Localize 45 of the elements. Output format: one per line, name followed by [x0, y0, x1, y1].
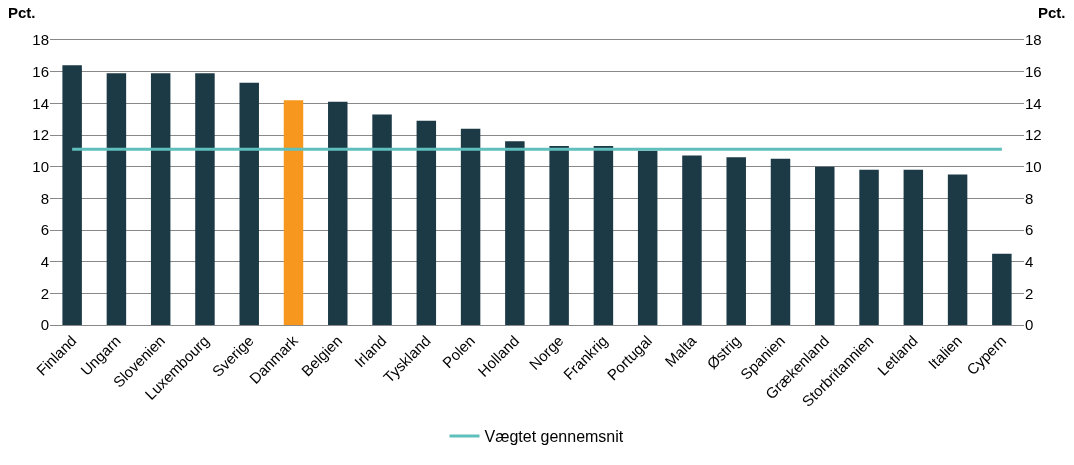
- bar: [903, 169, 924, 325]
- bar: [150, 73, 171, 325]
- y2-tick-label: 0: [1025, 316, 1034, 334]
- y-tick-label: 0: [40, 316, 49, 334]
- y2-tick-label: 6: [1025, 221, 1034, 239]
- bar: [239, 82, 259, 325]
- y-tick-label: 2: [40, 284, 49, 302]
- y-tick-label: 6: [40, 221, 49, 239]
- y-tick-label: 14: [32, 94, 49, 112]
- y2-tick-label: 12: [1025, 126, 1042, 144]
- bar: [815, 166, 835, 325]
- bar: [637, 150, 658, 325]
- y-axis-title: Pct.: [8, 4, 36, 21]
- bar: [460, 128, 481, 325]
- y2-tick-label: 4: [1025, 252, 1034, 270]
- y-tick-label: 18: [32, 31, 49, 49]
- bar: [505, 141, 525, 325]
- y2-tick-label: 18: [1025, 31, 1042, 49]
- y2-tick-label: 16: [1025, 62, 1042, 80]
- y2-tick-label: 2: [1025, 284, 1034, 302]
- y-tick-label: 4: [40, 252, 49, 270]
- y2-axis-title: Pct.: [1038, 4, 1066, 21]
- bar: [992, 253, 1012, 325]
- bar: [859, 169, 879, 325]
- bar: [416, 120, 437, 325]
- y-tick-label: 16: [32, 62, 49, 80]
- bar: [947, 174, 968, 325]
- bar: [328, 101, 348, 325]
- bar: [372, 114, 392, 325]
- bar: [726, 157, 746, 325]
- y2-tick-label: 14: [1025, 94, 1042, 112]
- bar: [549, 146, 569, 325]
- bar: [62, 65, 82, 325]
- bar: [106, 73, 127, 325]
- bar: [195, 73, 215, 325]
- y-tick-label: 10: [32, 157, 49, 175]
- bar: [770, 158, 791, 325]
- bar: [682, 155, 702, 325]
- y-tick-label: 8: [40, 189, 49, 207]
- y2-tick-label: 8: [1025, 189, 1034, 207]
- y2-tick-label: 10: [1025, 157, 1042, 175]
- legend-label: Vægtet gennemsnit: [484, 428, 624, 446]
- bar: [283, 100, 304, 325]
- y-tick-label: 12: [32, 126, 49, 144]
- bar: [593, 146, 614, 325]
